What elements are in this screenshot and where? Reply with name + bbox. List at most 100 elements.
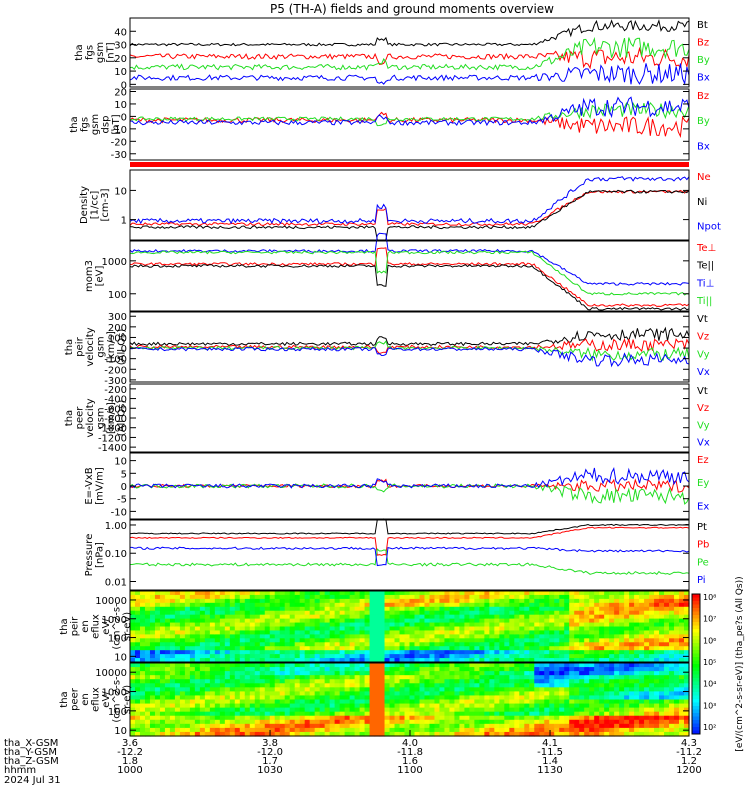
spectrogram-cell — [159, 598, 166, 604]
spectrogram-cell — [494, 642, 500, 647]
spectrogram-cell — [269, 622, 276, 628]
spectrogram-cell — [329, 591, 336, 596]
spectrogram-cell — [444, 618, 451, 624]
spectrogram-cell — [449, 711, 456, 717]
spectrogram-cell — [269, 731, 276, 737]
spectrogram-cell — [539, 727, 545, 733]
spectrogram-cell — [429, 654, 436, 659]
spectrogram-cell — [639, 594, 645, 600]
spectrogram-cell — [284, 646, 291, 651]
spectrogram-cell — [284, 622, 291, 628]
spectrogram-cell — [284, 695, 291, 701]
spectrogram-cell — [249, 711, 256, 717]
spectrogram-cell — [519, 699, 525, 705]
spectrogram-cell — [214, 650, 221, 655]
spectrogram-cell — [159, 699, 166, 705]
spectrogram-cell — [304, 626, 311, 632]
spectrogram-cell — [584, 703, 590, 709]
spectrogram-cell — [439, 602, 446, 608]
spectrogram-cell — [349, 626, 356, 632]
spectrogram-cell — [159, 675, 166, 680]
spectrogram-cell — [579, 723, 585, 729]
spectrogram-cell — [219, 711, 226, 717]
spectrogram-cell — [424, 610, 431, 616]
spectrogram-cell — [534, 687, 540, 692]
spectrogram-cell — [499, 614, 505, 620]
spectrogram-cell — [444, 626, 451, 632]
spectrogram-cell — [644, 679, 650, 684]
spectrogram-cell — [154, 715, 161, 721]
panel-frame — [129, 88, 690, 161]
spectrogram-cell — [309, 594, 316, 600]
spectrogram-cell — [394, 695, 401, 701]
spectrogram-cell — [244, 642, 251, 647]
spectrogram-cell — [559, 699, 565, 705]
spectrogram-cell — [309, 667, 316, 672]
spectrogram-cell — [139, 614, 146, 620]
spectrogram-cell — [174, 658, 181, 663]
spectrogram-cell — [644, 646, 650, 651]
spectrogram-cell — [619, 614, 625, 620]
spectrogram-cell — [319, 591, 326, 596]
spectrogram-cell — [219, 691, 226, 697]
spectrogram-cell — [499, 626, 505, 632]
spectrogram-cell — [644, 687, 650, 692]
spectrogram-cell — [164, 602, 171, 608]
spectrogram-cell — [439, 622, 446, 628]
spectrogram-cell — [134, 650, 141, 655]
spectrogram-cell — [569, 602, 575, 608]
spectrogram-cell — [319, 699, 326, 705]
spectrogram-cell — [459, 638, 465, 643]
spectrogram-cell — [359, 679, 366, 684]
spectrogram-cell — [464, 594, 470, 600]
spectrogram-cell — [149, 711, 156, 717]
spectrogram-cell — [294, 723, 301, 729]
spectrogram-cell — [134, 719, 141, 725]
spectrogram-cell — [579, 671, 585, 676]
spectrogram-cell — [209, 642, 216, 647]
spectrogram-cell — [264, 731, 271, 737]
spectrogram-cell — [614, 658, 620, 663]
spectrogram-cell — [554, 650, 560, 655]
spectrogram-cell — [524, 634, 530, 639]
spectrogram-cell — [579, 699, 585, 705]
spectrogram-cell — [669, 626, 675, 632]
spectrogram-cell — [574, 723, 580, 729]
legend-Ti||: Ti|| — [696, 296, 712, 307]
spectrogram-cell — [384, 711, 391, 717]
spectrogram-cell — [194, 695, 201, 701]
spectrogram-cell — [509, 715, 515, 721]
spectrogram-cell — [614, 679, 620, 684]
spectrogram-cell — [164, 719, 171, 725]
spectrogram-cell — [364, 598, 371, 604]
spectrogram-cell — [169, 687, 176, 692]
spectrogram-cell — [514, 658, 520, 663]
spectrogram-cell — [344, 618, 351, 624]
spectrogram-cell — [639, 591, 645, 596]
spectrogram-cell — [494, 679, 500, 684]
spectrogram-cell — [384, 675, 391, 680]
spectrogram-cell — [649, 707, 655, 713]
spectrogram-cell — [319, 675, 326, 680]
spectrogram-cell — [344, 642, 351, 647]
spectrogram-cell — [429, 667, 436, 672]
spectrogram-cell — [664, 622, 670, 628]
spectrogram-cell — [309, 675, 316, 680]
spectrogram-cell — [599, 658, 605, 663]
spectrogram-cell — [489, 675, 495, 680]
legend-Bx: Bx — [697, 72, 710, 83]
spectrogram-cell — [669, 715, 675, 721]
spectrogram-cell — [130, 638, 136, 643]
spectrogram-cell — [634, 598, 640, 604]
spectrogram-cell — [349, 695, 356, 701]
spectrogram-cell — [259, 646, 266, 651]
spectrogram-cell — [224, 703, 231, 709]
spectrogram-cell — [609, 723, 615, 729]
spectrogram-cell — [629, 594, 635, 600]
spectrogram-cell — [449, 626, 456, 632]
spectrogram-cell — [324, 622, 331, 628]
spectrogram-cell — [574, 638, 580, 643]
spectrogram-cell — [169, 618, 176, 624]
spectrogram-cell — [594, 634, 600, 639]
spectrogram-cell — [404, 658, 411, 663]
